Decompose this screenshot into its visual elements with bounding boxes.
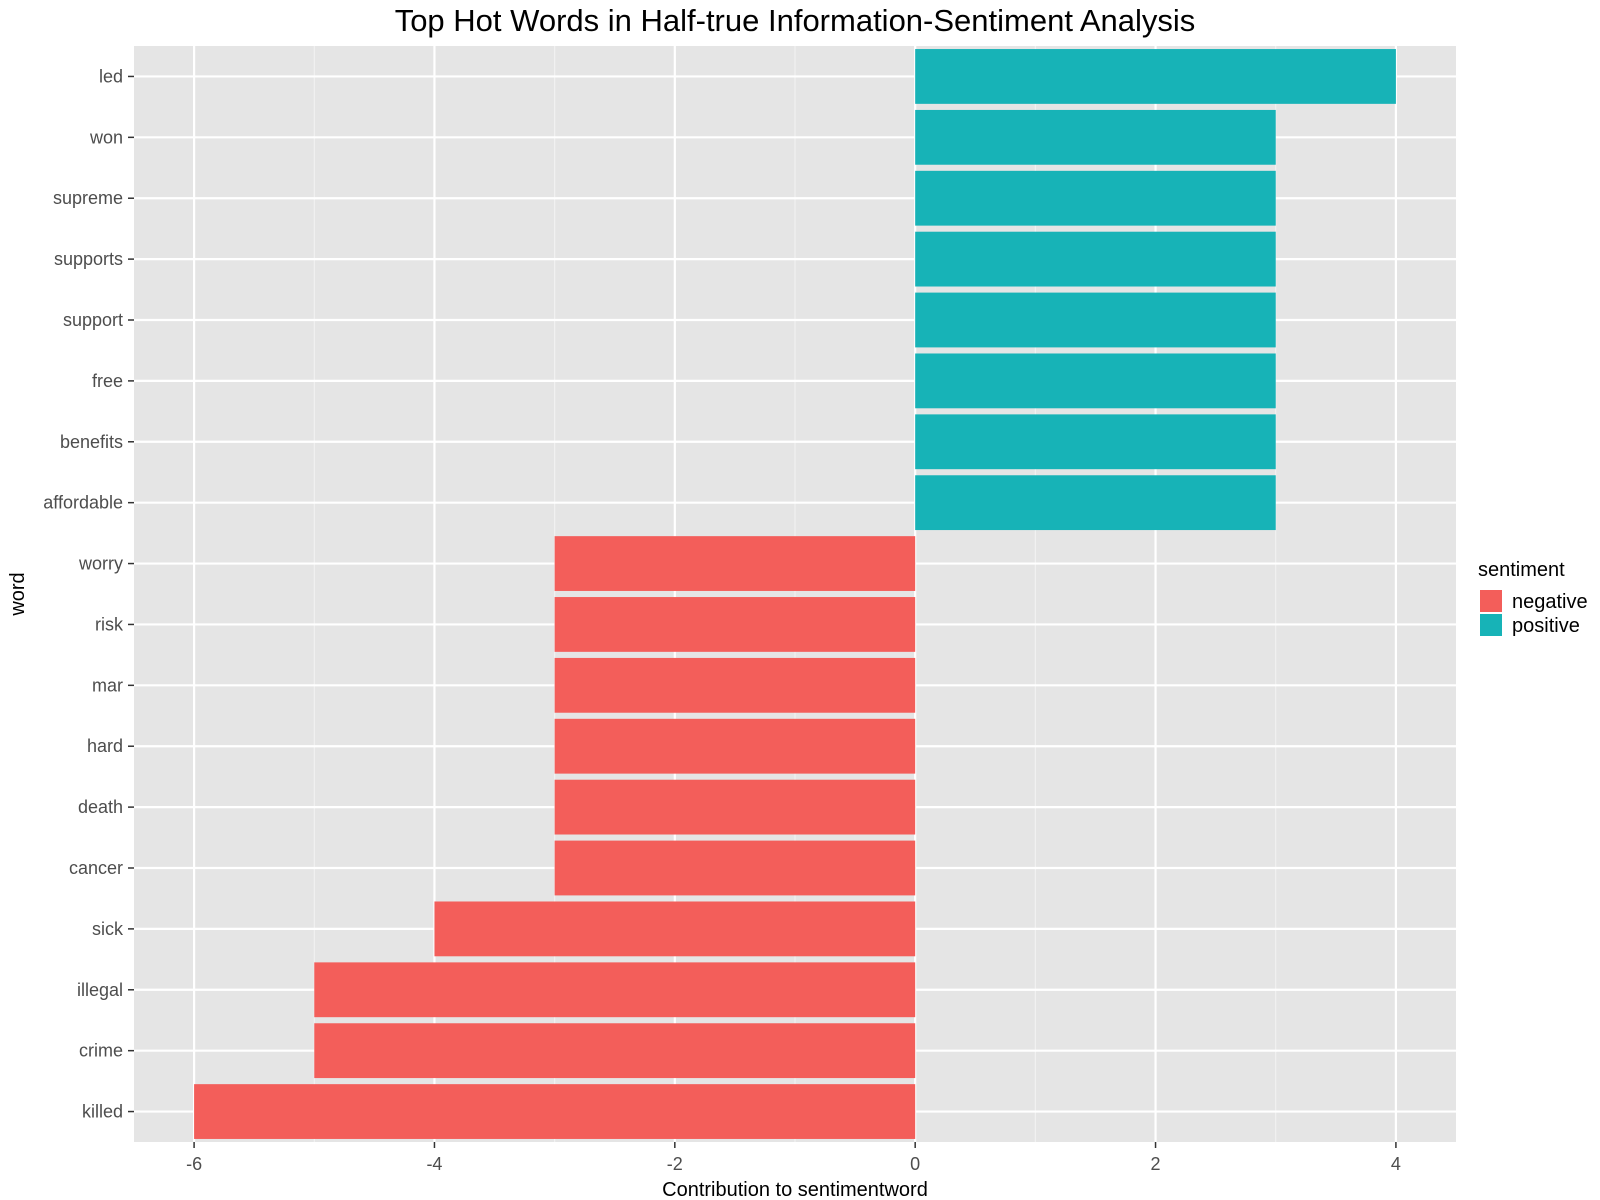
- x-tick-label: -6: [186, 1154, 202, 1174]
- y-tick-label-illegal: illegal: [77, 980, 123, 1000]
- bars: [194, 49, 1396, 1139]
- legend: sentiment negative positive: [1478, 559, 1588, 637]
- legend-title: sentiment: [1478, 559, 1565, 581]
- bar-supports: [915, 231, 1276, 287]
- y-tick-label-free: free: [92, 371, 123, 391]
- bar-led: [915, 49, 1396, 104]
- y-tick-label-crime: crime: [79, 1041, 123, 1061]
- y-tick-label-cancer: cancer: [69, 858, 123, 878]
- y-axis-title: word: [7, 572, 29, 616]
- y-tick-label-worry: worry: [78, 554, 123, 574]
- y-tick-label-hard: hard: [87, 736, 123, 756]
- y-axis: led won supreme supports support free benefits…: [43, 66, 134, 1122]
- x-tick-label: 4: [1391, 1154, 1401, 1174]
- y-tick-label-sick: sick: [92, 919, 124, 939]
- bar-death: [554, 779, 916, 835]
- legend-swatch-positive: [1480, 614, 1502, 636]
- y-tick-label-supports: supports: [54, 249, 123, 269]
- bar-supreme: [915, 170, 1276, 226]
- y-tick-label-risk: risk: [95, 614, 124, 634]
- x-axis-title: Contribution to sentimentword: [662, 1179, 928, 1200]
- y-tick-label-led: led: [99, 66, 123, 86]
- y-tick-label-support: support: [63, 310, 123, 330]
- y-tick-label-benefits: benefits: [60, 432, 123, 452]
- bar-illegal: [314, 962, 916, 1018]
- x-tick-label: -2: [667, 1154, 683, 1174]
- bar-crime: [314, 1023, 916, 1079]
- legend-label-negative: negative: [1512, 591, 1588, 613]
- y-tick-label-killed: killed: [82, 1102, 123, 1122]
- bar-cancer: [554, 840, 916, 896]
- x-tick-label: -4: [426, 1154, 442, 1174]
- bar-benefits: [915, 414, 1276, 470]
- x-tick-label: 0: [910, 1154, 920, 1174]
- bar-free: [915, 353, 1276, 409]
- y-tick-label-affordable: affordable: [43, 493, 123, 513]
- bar-won: [915, 109, 1276, 165]
- bar-hard: [554, 718, 916, 774]
- legend-swatch-negative: [1480, 590, 1502, 612]
- bar-support: [915, 292, 1276, 348]
- y-tick-label-mar: mar: [92, 675, 123, 695]
- bar-killed: [194, 1084, 916, 1139]
- y-tick-label-supreme: supreme: [53, 188, 123, 208]
- legend-label-positive: positive: [1512, 615, 1580, 637]
- y-tick-label-won: won: [89, 127, 123, 147]
- bar-sick: [434, 901, 916, 957]
- bar-worry: [554, 536, 916, 591]
- x-axis: -6 -4 -2 0 2 4: [186, 1142, 1401, 1174]
- x-tick-label: 2: [1151, 1154, 1161, 1174]
- bar-risk: [554, 597, 916, 652]
- y-tick-label-death: death: [78, 797, 123, 817]
- bar-affordable: [915, 475, 1276, 531]
- chart-title: Top Hot Words in Half-true Information-S…: [395, 3, 1196, 38]
- bar-mar: [554, 657, 916, 713]
